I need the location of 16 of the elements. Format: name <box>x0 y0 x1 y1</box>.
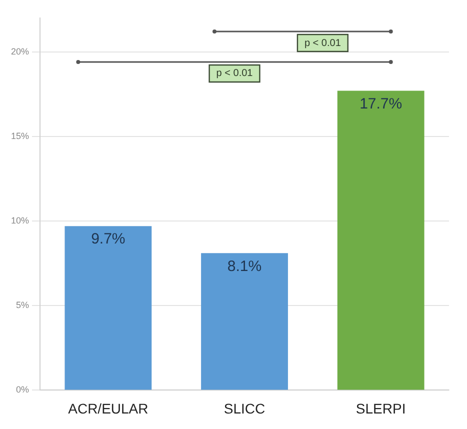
data-label: 8.1% <box>227 258 262 275</box>
data-label: 17.7% <box>360 95 402 112</box>
bar <box>64 226 152 390</box>
annotation: p < 0.01 <box>304 38 342 49</box>
bar <box>201 253 288 390</box>
annotation: p < 0.01 <box>216 68 254 80</box>
y-tick-label: 0% <box>16 384 30 395</box>
bar <box>337 90 424 390</box>
x-tick-label: SLERPI <box>356 400 406 416</box>
data-label: 9.7% <box>91 230 126 248</box>
x-tick-label: ACR/EULAR <box>68 400 148 416</box>
y-tick-label: 5% <box>16 300 30 310</box>
x-tick-label: SLICC <box>224 400 266 416</box>
y-tick-label: 20% <box>11 46 30 56</box>
y-tick-label: 10% <box>11 216 30 226</box>
y-tick-label: 15% <box>11 130 30 141</box>
